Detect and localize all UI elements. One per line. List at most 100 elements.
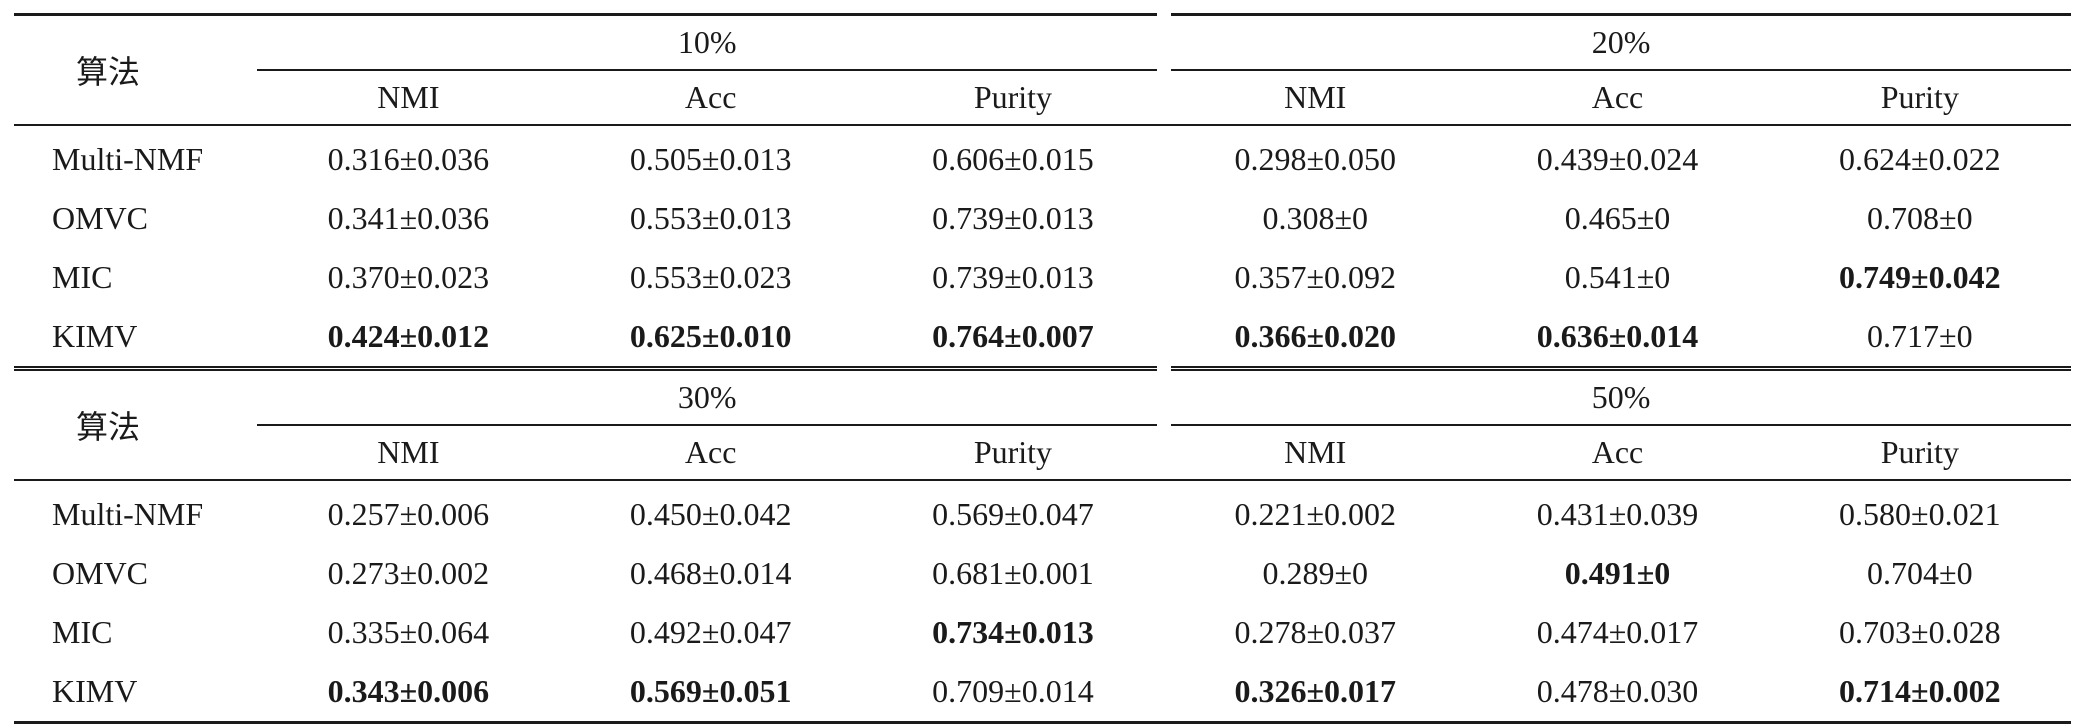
group-header: 50% bbox=[1164, 368, 2071, 426]
table-row: KIMV 0.343±0.006 0.569±0.051 0.709±0.014… bbox=[14, 662, 2071, 724]
table-cell: 0.343±0.006 bbox=[257, 662, 560, 724]
table-cell: 0.505±0.013 bbox=[629, 141, 792, 177]
table-cell: 0.424±0.012 bbox=[257, 307, 560, 371]
metric-header: NMI bbox=[1284, 434, 1347, 470]
table-row: KIMV 0.424±0.012 0.625±0.010 0.764±0.007… bbox=[14, 307, 2071, 371]
metric-header: NMI bbox=[377, 434, 440, 470]
table-cell: 0.450±0.042 bbox=[629, 496, 792, 532]
best-value: 0.424±0.012 bbox=[327, 318, 490, 354]
table-cell: 0.734±0.013 bbox=[862, 603, 1164, 662]
metric-header: Purity bbox=[973, 434, 1053, 470]
algorithm-name: OMVC bbox=[52, 200, 149, 236]
algorithm-name: KIMV bbox=[14, 307, 258, 371]
table-cell: 0.326±0.017 bbox=[1164, 662, 1467, 724]
table-row: Multi-NMF 0.316±0.036 0.505±0.013 0.606±… bbox=[14, 125, 2071, 189]
table-cell: 0.431±0.039 bbox=[1536, 496, 1699, 532]
table-cell: 0.308±0 bbox=[1262, 200, 1368, 236]
table-cell: 0.273±0.002 bbox=[327, 555, 490, 591]
best-value: 0.734±0.013 bbox=[932, 614, 1094, 650]
metric-header: Purity bbox=[973, 79, 1053, 115]
best-value: 0.343±0.006 bbox=[327, 673, 490, 709]
results-table-container: 算法 10% 20% NMI Acc Purity NMI Acc Purity… bbox=[14, 0, 2071, 724]
table-cell: 0.221±0.002 bbox=[1234, 496, 1396, 532]
group-header: 30% bbox=[257, 368, 1172, 426]
best-value: 0.749±0.042 bbox=[1839, 259, 2001, 295]
results-table: 算法 10% 20% NMI Acc Purity NMI Acc Purity… bbox=[14, 0, 2071, 724]
table-cell: 0.569±0.047 bbox=[932, 496, 1094, 532]
algorithm-name: Multi-NMF bbox=[52, 141, 204, 177]
table-cell: 0.474±0.017 bbox=[1536, 614, 1699, 650]
header-group-row: 算法 10% 20% bbox=[14, 13, 2071, 124]
table-cell: 0.553±0.013 bbox=[629, 200, 792, 236]
best-value: 0.636±0.014 bbox=[1536, 318, 1699, 354]
table-cell: 0.370±0.023 bbox=[327, 259, 490, 295]
table-cell: 0.636±0.014 bbox=[1466, 307, 1769, 371]
table-cell: 0.714±0.002 bbox=[1768, 662, 2071, 724]
table-cell: 0.681±0.001 bbox=[932, 555, 1094, 591]
table-cell: 0.468±0.014 bbox=[629, 555, 792, 591]
table-cell: 0.478±0.030 bbox=[1466, 662, 1769, 724]
metric-header: NMI bbox=[1284, 79, 1347, 115]
best-value: 0.326±0.017 bbox=[1234, 673, 1396, 709]
table-cell: 0.341±0.036 bbox=[327, 200, 490, 236]
table-cell: 0.465±0 bbox=[1564, 200, 1671, 236]
table-cell: 0.492±0.047 bbox=[629, 614, 792, 650]
metric-header: Acc bbox=[684, 79, 737, 115]
table-cell: 0.357±0.092 bbox=[1234, 259, 1396, 295]
table-cell: 0.708±0 bbox=[1867, 200, 1973, 236]
table-row: OMVC 0.273±0.002 0.468±0.014 0.681±0.001… bbox=[14, 544, 2071, 603]
table-cell: 0.257±0.006 bbox=[327, 496, 490, 532]
table-row: Multi-NMF 0.257±0.006 0.450±0.042 0.569±… bbox=[14, 480, 2071, 544]
algorithm-column-header: 算法 bbox=[14, 13, 258, 124]
best-value: 0.625±0.010 bbox=[629, 318, 792, 354]
table-row: MIC 0.370±0.023 0.553±0.023 0.739±0.013 … bbox=[14, 248, 2071, 307]
algorithm-name: MIC bbox=[52, 614, 113, 650]
table-cell: 0.316±0.036 bbox=[327, 141, 490, 177]
table-cell: 0.491±0 bbox=[1466, 544, 1768, 603]
table-cell: 0.703±0.028 bbox=[1839, 614, 2001, 650]
header-metric-row: NMI Acc Purity NMI Acc Purity bbox=[14, 70, 2071, 124]
metric-header: Acc bbox=[1591, 434, 1644, 470]
spacer-row bbox=[14, 0, 2071, 15]
group-header: 20% bbox=[1164, 13, 2071, 71]
table-cell: 0.624±0.022 bbox=[1839, 141, 2001, 177]
algorithm-column-header: 算法 bbox=[76, 409, 141, 445]
best-value: 0.714±0.002 bbox=[1839, 673, 2001, 709]
best-value: 0.569±0.051 bbox=[629, 673, 792, 709]
table-cell: 0.739±0.013 bbox=[932, 200, 1094, 236]
table-cell: 0.704±0 bbox=[1867, 555, 1973, 591]
table-cell: 0.749±0.042 bbox=[1769, 248, 2071, 307]
table-cell: 0.298±0.050 bbox=[1234, 141, 1396, 177]
table-cell: 0.709±0.014 bbox=[861, 662, 1165, 724]
table-cell: 0.606±0.015 bbox=[932, 141, 1094, 177]
table-row: MIC 0.335±0.064 0.492±0.047 0.734±0.013 … bbox=[14, 603, 2071, 662]
algorithm-name: MIC bbox=[52, 259, 113, 295]
table-cell: 0.366±0.020 bbox=[1164, 307, 1467, 371]
best-value: 0.366±0.020 bbox=[1234, 318, 1396, 354]
metric-header: Purity bbox=[1880, 79, 1959, 115]
table-cell: 0.569±0.051 bbox=[559, 662, 862, 724]
best-value: 0.491±0 bbox=[1564, 555, 1671, 591]
table-row: OMVC 0.341±0.036 0.553±0.013 0.739±0.013… bbox=[14, 189, 2071, 248]
metric-header: Acc bbox=[684, 434, 737, 470]
table-cell: 0.717±0 bbox=[1768, 307, 2071, 371]
metric-header: NMI bbox=[377, 79, 440, 115]
table-cell: 0.541±0 bbox=[1564, 259, 1671, 295]
header-metric-row: NMI Acc Purity NMI Acc Purity bbox=[14, 425, 2071, 479]
table-cell: 0.335±0.064 bbox=[327, 614, 490, 650]
best-value: 0.764±0.007 bbox=[932, 318, 1094, 354]
algorithm-name: KIMV bbox=[14, 662, 258, 724]
algorithm-name: Multi-NMF bbox=[52, 496, 204, 532]
table-cell: 0.289±0 bbox=[1262, 555, 1368, 591]
table-cell: 0.580±0.021 bbox=[1839, 496, 2001, 532]
table-cell: 0.553±0.023 bbox=[629, 259, 792, 295]
metric-header: Acc bbox=[1591, 79, 1644, 115]
group-header: 10% bbox=[257, 13, 1172, 71]
metric-header: Purity bbox=[1880, 434, 1959, 470]
table-cell: 0.764±0.007 bbox=[861, 307, 1165, 371]
table-cell: 0.278±0.037 bbox=[1234, 614, 1396, 650]
algorithm-name: OMVC bbox=[52, 555, 149, 591]
table-cell: 0.625±0.010 bbox=[559, 307, 862, 371]
table-cell: 0.439±0.024 bbox=[1536, 141, 1699, 177]
header-group-row: 算法 30% 50% bbox=[14, 368, 2071, 445]
